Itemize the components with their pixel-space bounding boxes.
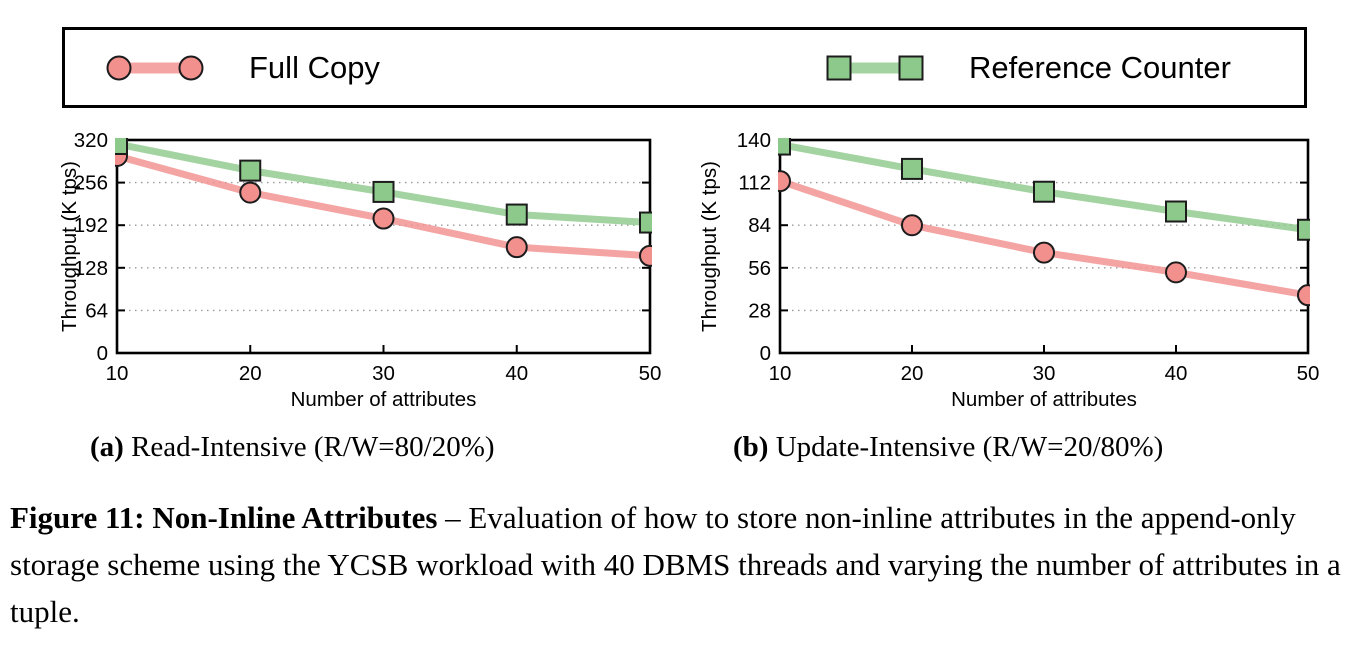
subcaption-b-label: (b) xyxy=(733,431,769,463)
svg-text:10: 10 xyxy=(769,362,792,385)
svg-text:40: 40 xyxy=(1165,362,1188,385)
series-full-copy xyxy=(115,144,652,267)
svg-text:56: 56 xyxy=(748,257,771,280)
reference-counter-line-marker-icon xyxy=(826,55,924,80)
series-reference-counter xyxy=(115,138,652,234)
series-plot-area xyxy=(115,138,652,267)
svg-text:192: 192 xyxy=(74,214,108,237)
svg-text:128: 128 xyxy=(74,257,108,280)
svg-text:28: 28 xyxy=(748,299,771,322)
svg-text:30: 30 xyxy=(1033,362,1056,385)
svg-text:320: 320 xyxy=(74,129,108,152)
series-plot-area xyxy=(778,138,1310,307)
svg-text:50: 50 xyxy=(1297,362,1320,385)
svg-text:20: 20 xyxy=(901,362,924,385)
svg-text:30: 30 xyxy=(372,362,395,385)
legend-label-reference-counter: Reference Counter xyxy=(969,49,1231,85)
axis-tick-labels: 0 64 128 192 256 320 10 20 30 40 50 xyxy=(74,129,662,385)
svg-text:20: 20 xyxy=(239,362,262,385)
subcaption-b-text: Update-Intensive (R/W=20/80%) xyxy=(768,431,1164,463)
figure-caption: Figure 11: Non-Inline Attributes – Evalu… xyxy=(10,494,1360,635)
legend-item-full-copy: Full Copy xyxy=(103,30,380,105)
tick-marks xyxy=(116,139,651,354)
svg-text:140: 140 xyxy=(737,129,771,152)
axis-tick-labels: 0 28 56 84 112 140 10 20 30 40 50 xyxy=(737,129,1320,385)
svg-text:256: 256 xyxy=(74,172,108,195)
svg-text:0: 0 xyxy=(97,342,108,365)
subcaption-a-text: Read-Intensive (R/W=80/20%) xyxy=(123,431,495,463)
svg-text:10: 10 xyxy=(106,362,129,385)
svg-text:50: 50 xyxy=(639,362,662,385)
legend-box: Full Copy Reference Counter xyxy=(62,27,1307,108)
legend-label-full-copy: Full Copy xyxy=(249,49,380,85)
y-axis-label: Throughput (K tps) xyxy=(58,161,81,332)
svg-text:64: 64 xyxy=(85,299,108,322)
full-copy-line-marker-icon xyxy=(106,55,204,80)
svg-text:112: 112 xyxy=(738,172,771,195)
series-reference-counter xyxy=(778,138,1310,241)
svg-text:0: 0 xyxy=(760,342,771,365)
x-axis-label: Number of attributes xyxy=(291,388,477,411)
figure-caption-title: Figure 11: Non-Inline Attributes xyxy=(10,500,438,535)
subcaption-b: (b) Update-Intensive (R/W=20/80%) xyxy=(733,431,1163,464)
subcaption-a-label: (a) xyxy=(90,431,124,463)
chart-read-intensive: 0 64 128 192 256 320 10 20 30 40 50 Number of attri… xyxy=(58,129,662,411)
tick-marks xyxy=(779,139,1309,354)
figure-caption-text: – Evaluation of how to store non-inline … xyxy=(10,500,1341,629)
legend-item-reference-counter: Reference Counter xyxy=(823,30,1231,105)
svg-text:40: 40 xyxy=(505,362,528,385)
chart-update-intensive: 0 28 56 84 112 140 10 20 30 40 50 Number of attribu… xyxy=(698,129,1320,411)
y-axis-label: Throughput (K tps) xyxy=(698,161,721,332)
x-axis-label: Number of attributes xyxy=(951,388,1137,411)
subcaption-a: (a) Read-Intensive (R/W=80/20%) xyxy=(90,431,495,464)
series-full-copy xyxy=(778,170,1310,307)
plot-border xyxy=(115,138,652,355)
svg-text:84: 84 xyxy=(748,214,771,237)
